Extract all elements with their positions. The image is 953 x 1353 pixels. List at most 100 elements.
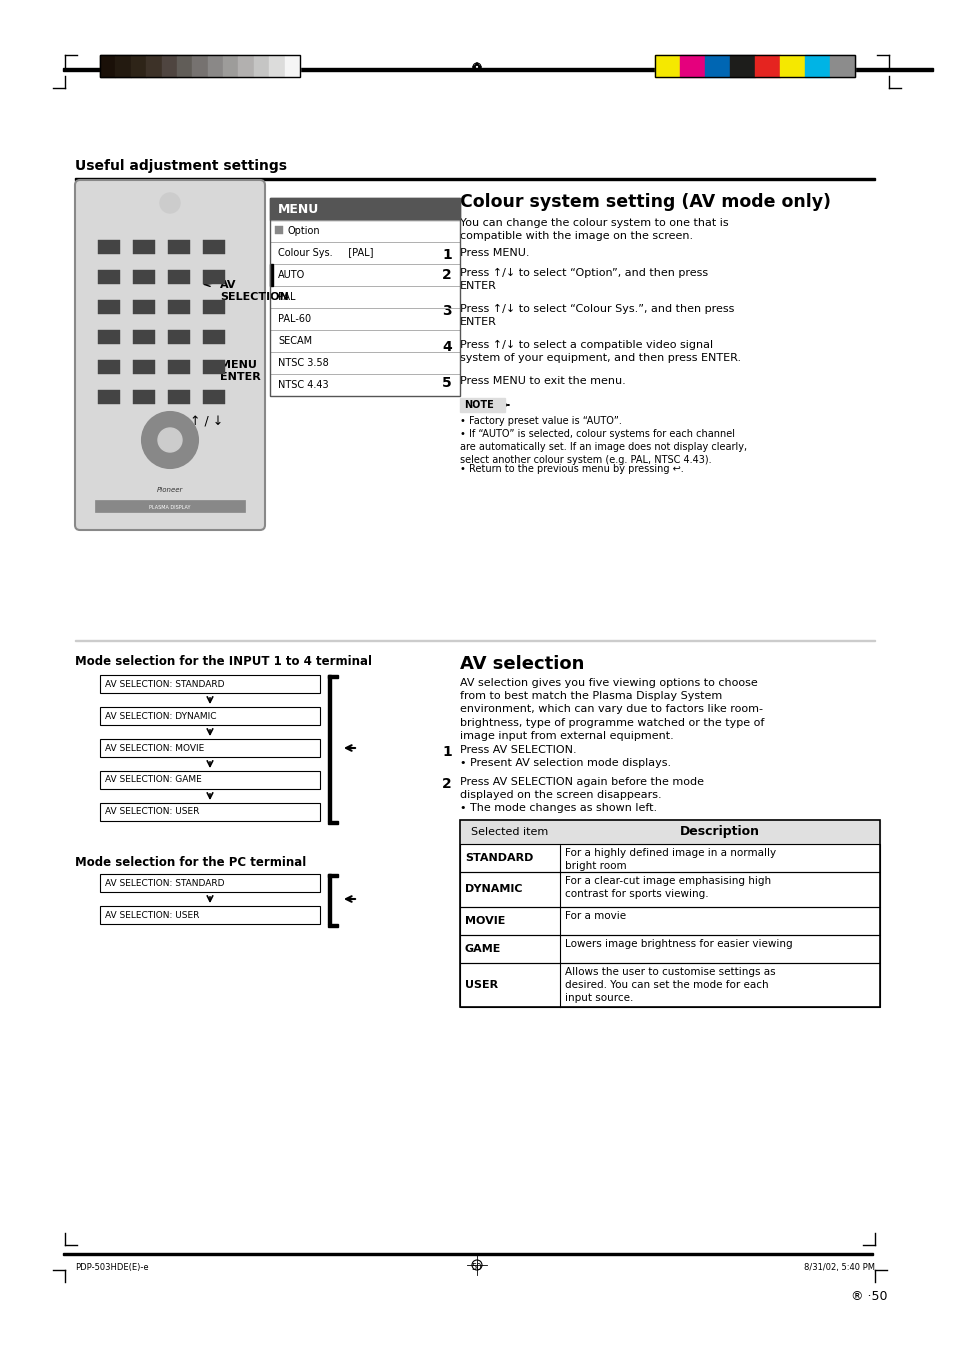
Bar — [100, 675, 319, 693]
Text: NOTE: NOTE — [463, 400, 494, 410]
Text: For a movie: For a movie — [564, 911, 625, 921]
Bar — [328, 675, 337, 678]
Bar — [655, 55, 854, 77]
Bar — [754, 55, 780, 77]
Text: • If “AUTO” is selected, colour systems for each channel
are automatically set. : • If “AUTO” is selected, colour systems … — [459, 429, 746, 464]
Text: NTSC 3.58: NTSC 3.58 — [277, 359, 329, 368]
Bar — [459, 907, 879, 935]
Bar — [132, 360, 154, 373]
Bar — [270, 198, 459, 221]
Text: DYNAMIC: DYNAMIC — [464, 885, 522, 894]
Text: 4: 4 — [441, 340, 452, 354]
Bar — [100, 907, 319, 924]
Bar — [270, 373, 459, 396]
Bar — [98, 271, 120, 284]
Text: ® ·50: ® ·50 — [851, 1289, 887, 1303]
Text: AV SELECTION: DYNAMIC: AV SELECTION: DYNAMIC — [105, 712, 216, 721]
Bar — [203, 271, 225, 284]
Text: Pioneer: Pioneer — [156, 487, 183, 492]
Circle shape — [142, 413, 198, 468]
Text: • Factory preset value is “AUTO”.: • Factory preset value is “AUTO”. — [459, 415, 621, 426]
Text: PAL-60: PAL-60 — [277, 314, 311, 323]
Bar — [459, 398, 504, 413]
Text: Allows the user to customise settings as
desired. You can set the mode for each
: Allows the user to customise settings as… — [564, 967, 775, 1003]
Bar — [131, 55, 146, 77]
Bar — [679, 55, 704, 77]
Text: SECAM: SECAM — [277, 336, 312, 346]
Text: Mode selection for the PC terminal: Mode selection for the PC terminal — [75, 856, 306, 869]
Text: Useful adjustment settings: Useful adjustment settings — [75, 160, 287, 173]
Bar — [98, 360, 120, 373]
Text: GAME: GAME — [464, 944, 501, 954]
Text: NTSC 4.43: NTSC 4.43 — [277, 380, 328, 390]
Bar — [193, 55, 208, 77]
Bar — [780, 55, 804, 77]
Text: MENU
ENTER: MENU ENTER — [220, 360, 260, 382]
Bar — [459, 963, 879, 1007]
Bar — [223, 55, 238, 77]
Bar — [161, 55, 176, 77]
Bar — [270, 330, 459, 352]
Bar — [270, 221, 459, 242]
Bar — [98, 390, 120, 405]
Bar — [328, 874, 331, 924]
Bar — [729, 55, 754, 77]
Text: You can change the colour system to one that is
compatible with the image on the: You can change the colour system to one … — [459, 218, 728, 241]
Bar — [203, 300, 225, 314]
Bar — [168, 300, 190, 314]
Text: Colour system setting (AV mode only): Colour system setting (AV mode only) — [459, 193, 830, 211]
Text: PDP-503HDE(E)-e: PDP-503HDE(E)-e — [75, 1262, 149, 1272]
Text: Mode selection for the INPUT 1 to 4 terminal: Mode selection for the INPUT 1 to 4 term… — [75, 655, 372, 668]
Text: Press AV SELECTION.
• Present AV selection mode displays.: Press AV SELECTION. • Present AV selecti… — [459, 746, 670, 769]
Bar — [459, 820, 879, 1007]
Bar — [98, 239, 120, 254]
Text: AUTO: AUTO — [277, 271, 305, 280]
Bar — [115, 55, 131, 77]
Text: USER: USER — [464, 980, 497, 990]
Bar — [168, 360, 190, 373]
Text: 50: 50 — [471, 1262, 482, 1272]
Text: Press MENU to exit the menu.: Press MENU to exit the menu. — [459, 376, 625, 386]
Bar — [459, 820, 879, 844]
Bar — [100, 55, 115, 77]
Bar — [459, 844, 879, 871]
Text: • Return to the previous menu by pressing ↩.: • Return to the previous menu by pressin… — [459, 464, 683, 474]
Bar — [253, 55, 269, 77]
Bar — [100, 874, 319, 892]
Bar — [203, 390, 225, 405]
Text: ↑ / ↓: ↑ / ↓ — [190, 415, 223, 428]
Text: AV selection gives you five viewing options to choose
from to best match the Pla: AV selection gives you five viewing opti… — [459, 678, 763, 741]
Bar — [804, 55, 829, 77]
Text: Selected item: Selected item — [471, 827, 548, 838]
Text: AV SELECTION: MOVIE: AV SELECTION: MOVIE — [105, 744, 204, 752]
Text: 1: 1 — [441, 746, 452, 759]
Bar — [704, 55, 729, 77]
Bar — [168, 330, 190, 344]
Text: AV
SELECTION: AV SELECTION — [220, 280, 289, 302]
Bar — [829, 55, 854, 77]
Bar — [132, 300, 154, 314]
Bar — [132, 330, 154, 344]
Text: AV SELECTION: GAME: AV SELECTION: GAME — [105, 775, 201, 785]
Bar — [168, 271, 190, 284]
Bar — [284, 55, 299, 77]
Bar — [132, 390, 154, 405]
Text: AV selection: AV selection — [459, 655, 584, 672]
Bar — [132, 239, 154, 254]
Bar — [132, 271, 154, 284]
Bar — [328, 874, 337, 877]
Text: Press ↑/↓ to select “Colour Sys.”, and then press
ENTER: Press ↑/↓ to select “Colour Sys.”, and t… — [459, 304, 734, 327]
Bar — [100, 55, 299, 77]
Text: PAL: PAL — [277, 292, 295, 302]
Bar — [100, 708, 319, 725]
Text: 2: 2 — [441, 777, 452, 792]
Text: For a highly defined image in a normally
bright room: For a highly defined image in a normally… — [564, 848, 776, 871]
Bar — [100, 739, 319, 756]
Text: MOVIE: MOVIE — [464, 916, 505, 925]
Text: 3: 3 — [441, 304, 451, 318]
Text: Press ↑/↓ to select “Option”, and then press
ENTER: Press ↑/↓ to select “Option”, and then p… — [459, 268, 707, 291]
Circle shape — [158, 428, 182, 452]
Bar — [328, 675, 331, 821]
Bar — [270, 242, 459, 264]
Text: MENU: MENU — [277, 203, 319, 215]
